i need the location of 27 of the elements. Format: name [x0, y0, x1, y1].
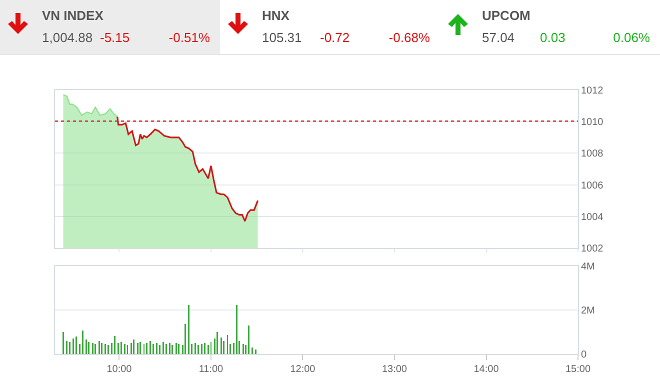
y-tick-label: 1010 [581, 117, 604, 128]
y-tick-label: 1008 [581, 148, 604, 160]
x-tick-label: 10:00 [106, 364, 132, 375]
y-tick-label: 0 [581, 350, 587, 360]
y-tick-label: 1002 [581, 244, 604, 254]
text: 1,004.88 [42, 30, 93, 45]
x-tick-label: 14:00 [474, 364, 500, 375]
category-label: UPCOM [482, 8, 530, 23]
data-label: 0.03 [540, 30, 566, 45]
text: 105.31 [262, 30, 302, 45]
x-tick-label: 13:00 [382, 364, 408, 375]
y-tick-label: 1012 [581, 86, 604, 96]
y-tick-label: 1004 [581, 212, 604, 223]
category-label: HNX [262, 8, 290, 23]
y-tick-label: 4M [581, 262, 595, 272]
data-label: -5.15 [100, 30, 130, 45]
text: -0.68% [388, 30, 430, 45]
x-tick-label: 11:00 [198, 364, 224, 375]
y-tick-label: 1006 [581, 180, 604, 192]
text: 0.06% [613, 30, 650, 45]
text: -0.51% [168, 30, 210, 45]
text: 57.04 [482, 30, 515, 45]
y-tick-label: 2M [581, 306, 595, 316]
category-label: VN INDEX [42, 8, 104, 23]
data-label: -0.72 [320, 30, 350, 45]
x-tick-label: 15:00 [565, 364, 591, 375]
x-tick-label: 12:00 [290, 364, 316, 375]
